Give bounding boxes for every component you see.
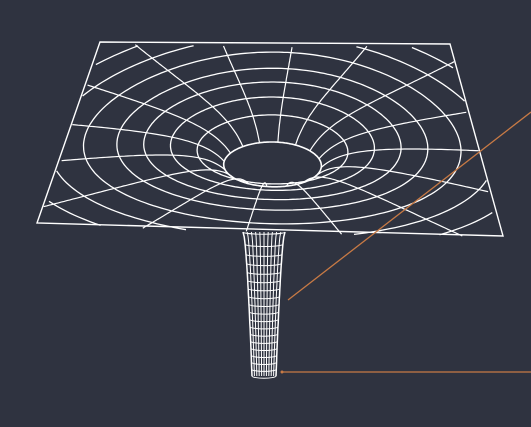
tube-ring-line [246,271,282,275]
sheet-radial-line [303,176,463,237]
tube-ring-line [249,319,279,323]
tube-ring-line [249,333,279,337]
sheet-ring-line [82,51,462,225]
tube-ring-line [248,296,280,300]
sheet-radial-line [142,178,249,229]
tube-ring-line [242,231,286,235]
sheet-radial-line [277,47,293,143]
tube-ring-line [246,262,282,267]
tube-ring-line [247,280,281,284]
tube-vertical-line [242,231,253,377]
sheet-radial-line [222,45,261,143]
sheet-radial-line [43,169,234,208]
sheet-ring-line [56,45,487,236]
sheet-radial-line [318,111,467,160]
sheet-radial-line [245,182,268,232]
tube-ring-line [248,311,280,315]
sheet-radial-line [294,45,368,146]
sheet-radial-line [72,124,225,162]
leader-line-tube-mid [287,111,531,301]
sheet-outline [36,41,504,237]
sheet-ring-line [196,114,349,185]
tube-ring-line [250,348,278,351]
funnel-tube-mesh [242,231,286,379]
tube-ring-line [244,243,284,247]
callout-leader-lines [280,111,531,374]
sheet-ring-line [48,45,493,236]
sheet-radial-line [285,181,343,235]
leader-endpoint [280,370,284,374]
sheet-radial-line [309,61,455,152]
sheet-ring-line [169,96,376,191]
sheet-radial-line [315,166,489,193]
sheet-ring-line [116,67,429,211]
tube-vertical-line [275,231,286,377]
sheet-radial-line [61,154,226,171]
sheet-ring-line [143,81,402,201]
tube-ring-line [251,375,277,379]
tube-ring-line [248,304,280,307]
sheet-radial-line [320,148,479,168]
tube-ring-line [245,253,283,257]
tube-ring-line [251,362,277,365]
sheet-radial-line [134,44,244,147]
sheet-radial-line [87,84,231,154]
tube-ring-line [247,288,281,292]
tube-ring-line [249,326,279,330]
spacetime-sheet-mesh [36,41,504,237]
tube-ring-line [251,368,277,372]
tube-ring-line [250,340,278,344]
tube-ring-line [250,355,278,358]
